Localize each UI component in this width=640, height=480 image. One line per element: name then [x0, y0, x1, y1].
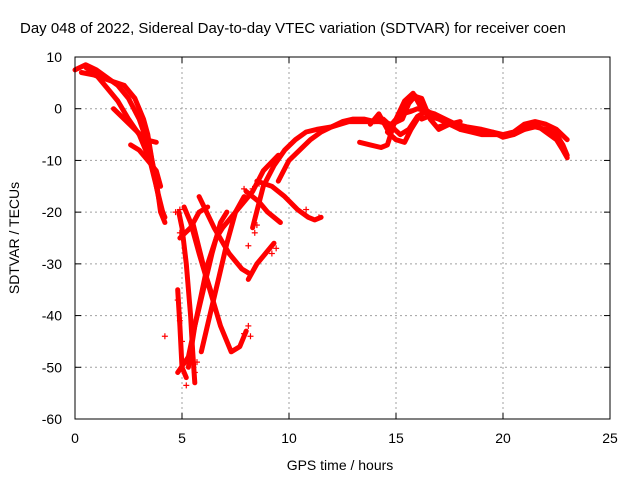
x-tick-label: 20 [495, 430, 511, 446]
series-s15 [245, 240, 277, 282]
series-s7 [175, 287, 189, 381]
series-s27 [457, 121, 570, 161]
scatter-point [174, 297, 181, 304]
y-tick-label: -20 [42, 204, 62, 220]
series-s23 [384, 116, 420, 145]
y-tick-label: -50 [42, 359, 62, 375]
x-tick-label: 15 [388, 430, 404, 446]
scatter-point [303, 206, 310, 213]
scatter-point [172, 209, 179, 216]
series-s3 [78, 70, 166, 215]
scatter-point [251, 229, 258, 236]
series-s20 [357, 93, 463, 150]
series-s12 [190, 220, 215, 298]
scatter-point [256, 180, 263, 187]
y-tick-label: -60 [42, 411, 62, 427]
scatter-point [191, 369, 198, 376]
scatter-point [253, 222, 260, 229]
scatter-point [179, 338, 185, 345]
series-s21 [367, 90, 463, 132]
scatter-point [245, 242, 252, 249]
scatter-point [176, 229, 183, 236]
y-tick-label: -30 [42, 256, 62, 272]
scatter-point [249, 185, 256, 192]
x-tick-label: 0 [71, 430, 79, 446]
series-s4 [111, 106, 159, 145]
scatter-point [176, 317, 183, 324]
scatter-point [245, 322, 252, 329]
y-tick-label: -10 [42, 152, 62, 168]
series-s19 [275, 93, 418, 184]
series-s13 [196, 194, 253, 277]
scatter-point [241, 185, 248, 192]
x-tick-label: 25 [602, 430, 618, 446]
scatter-point [268, 250, 275, 257]
scatter-point [247, 333, 254, 340]
scatter-point [315, 214, 322, 221]
series-s10 [185, 209, 230, 370]
y-tick-labels: 10 0 -10 -20 -30 -40 -50 -60 [42, 49, 62, 427]
data-series [72, 62, 570, 386]
x-tick-labels: 0 5 10 15 20 25 [71, 430, 618, 446]
series-s5 [128, 142, 164, 189]
series-s6 [176, 209, 198, 386]
x-axis-label: GPS time / hours [287, 457, 394, 473]
series-s14 [198, 194, 247, 355]
series-s18 [243, 189, 283, 225]
x-tick-label: 10 [281, 430, 297, 446]
scatter-point [183, 382, 190, 389]
series-s24 [399, 106, 431, 117]
scatter-points [161, 180, 322, 389]
y-axis-label: SDTVAR / TECUs [6, 182, 22, 294]
x-tick-label: 5 [178, 430, 186, 446]
scatter-point [193, 359, 200, 366]
scatter-point [176, 206, 183, 213]
y-tick-label: 0 [54, 101, 62, 117]
y-tick-label: 10 [46, 49, 62, 65]
plot-frame [74, 56, 611, 420]
scatter-point [273, 245, 280, 252]
chart-title: Day 048 of 2022, Sidereal Day-to-day VTE… [20, 20, 566, 37]
y-tick-label: -40 [42, 308, 62, 324]
scatter-point [161, 333, 168, 340]
axis-ticks [74, 56, 611, 420]
scatter-point [241, 330, 248, 337]
series-s17 [254, 178, 324, 223]
